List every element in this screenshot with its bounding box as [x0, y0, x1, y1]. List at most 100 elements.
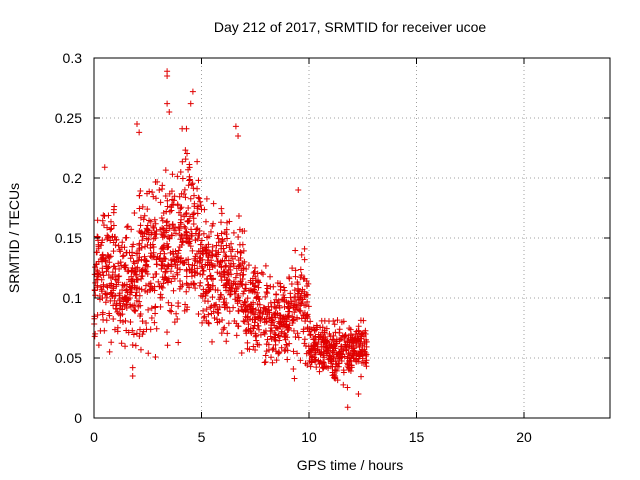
data-point [103, 268, 110, 275]
data-point [158, 262, 165, 269]
data-point [294, 279, 301, 286]
data-point [319, 324, 326, 331]
data-point [106, 259, 113, 266]
data-point [173, 310, 180, 317]
data-point [261, 359, 268, 366]
data-point [102, 291, 109, 298]
data-point [126, 283, 133, 290]
data-point [190, 221, 197, 228]
data-point [229, 285, 236, 292]
data-point [199, 256, 206, 263]
data-point [178, 241, 185, 248]
data-point [110, 316, 117, 323]
data-point [220, 245, 227, 252]
data-point [156, 187, 163, 194]
data-point [223, 242, 230, 249]
data-point [303, 350, 310, 357]
data-point [220, 269, 227, 276]
data-point [218, 219, 225, 226]
data-point [318, 317, 325, 324]
data-point [122, 317, 129, 324]
data-point [208, 303, 215, 310]
x-tick-label: 5 [198, 429, 206, 445]
data-point [114, 328, 121, 335]
data-point [284, 356, 291, 363]
data-point [271, 322, 278, 329]
data-point [335, 355, 342, 362]
data-point [244, 295, 251, 302]
data-point [117, 259, 124, 266]
data-point [182, 147, 189, 154]
data-point [187, 100, 194, 107]
data-point [122, 343, 129, 350]
data-point [205, 320, 212, 327]
data-point [269, 359, 276, 366]
data-point [112, 292, 119, 299]
data-point [186, 266, 193, 273]
data-point [294, 290, 301, 297]
data-point [289, 265, 296, 272]
data-point [152, 353, 159, 360]
data-point [291, 298, 298, 305]
data-point [207, 228, 214, 235]
data-point [157, 303, 164, 310]
data-point [278, 344, 285, 351]
data-point [113, 283, 120, 290]
data-point [139, 237, 146, 244]
data-point [294, 330, 301, 337]
data-point [192, 237, 199, 244]
data-point [116, 265, 123, 272]
data-point [189, 180, 196, 187]
data-point [207, 304, 214, 311]
data-point [362, 336, 369, 343]
data-point [203, 306, 210, 313]
data-point [123, 224, 130, 231]
y-tick-label: 0.25 [55, 110, 82, 126]
data-points [91, 68, 370, 411]
data-point [358, 373, 365, 380]
data-point [164, 100, 171, 107]
data-point [221, 301, 228, 308]
data-point [156, 255, 163, 262]
data-point [342, 332, 349, 339]
data-point [102, 299, 109, 306]
data-point [184, 304, 191, 311]
data-point [276, 333, 283, 340]
data-point [203, 195, 210, 202]
data-point [228, 240, 235, 247]
data-point [315, 336, 322, 343]
data-point [245, 327, 252, 334]
data-point [168, 261, 175, 268]
data-point [185, 261, 192, 268]
data-point [143, 320, 150, 327]
data-point [182, 224, 189, 231]
data-point [228, 271, 235, 278]
data-point [224, 276, 231, 283]
data-point [190, 192, 197, 199]
data-point [205, 247, 212, 254]
data-point [329, 348, 336, 355]
data-point [256, 326, 263, 333]
data-point [160, 280, 167, 287]
data-point [144, 222, 151, 229]
data-point [95, 258, 102, 265]
data-point [307, 352, 314, 359]
data-point [110, 222, 117, 229]
data-point [199, 264, 206, 271]
data-point [279, 315, 286, 322]
data-point [168, 232, 175, 239]
data-point [205, 241, 212, 248]
data-point [186, 176, 193, 183]
data-point [159, 185, 166, 192]
data-point [101, 164, 108, 171]
data-point [139, 203, 146, 210]
data-point [162, 192, 169, 199]
data-point [99, 254, 106, 261]
data-point [295, 334, 302, 341]
data-point [158, 214, 165, 221]
data-point [244, 339, 251, 346]
data-point [330, 332, 337, 339]
data-point [272, 334, 279, 341]
data-point [239, 282, 246, 289]
data-point [101, 327, 108, 334]
